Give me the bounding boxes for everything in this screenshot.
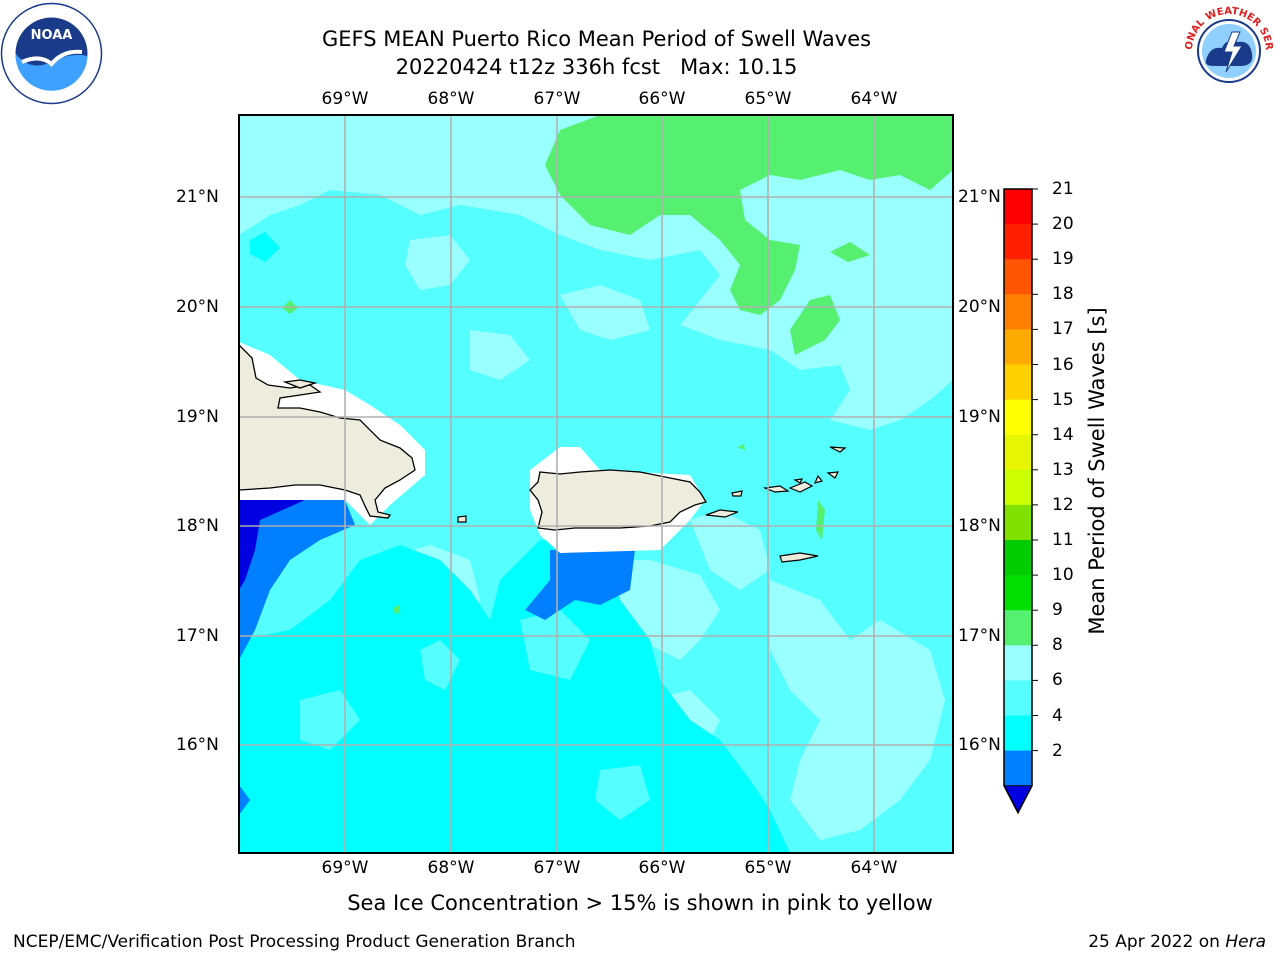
colorbar: [1003, 188, 1038, 815]
lat-label-right: 16°N: [958, 735, 1001, 755]
colorbar-swatch: [1004, 189, 1032, 225]
colorbar-tick-label: 21: [1052, 179, 1074, 199]
colorbar-tick-label: 12: [1052, 494, 1074, 515]
colorbar-swatch: [1004, 294, 1032, 330]
colorbar-tick-label: 8: [1052, 635, 1063, 656]
lon-label-bottom: 66°W: [638, 858, 686, 878]
map-frame: [238, 114, 954, 854]
colorbar-swatch: [1004, 575, 1032, 611]
chart-subtitle: 20220424 t12z 336h fcst Max: 10.15: [395, 55, 798, 79]
colorbar-swatch: [1004, 504, 1032, 541]
lat-label-left: 21°N: [176, 187, 219, 207]
colorbar-tick-label: 15: [1052, 389, 1074, 410]
colorbar-tick-label: 6: [1052, 670, 1063, 691]
lat-label-right: 17°N: [958, 626, 1001, 646]
colorbar-swatch: [1004, 469, 1032, 506]
colorbar-swatch: [1004, 259, 1032, 295]
colorbar-tick-label: 18: [1052, 284, 1074, 305]
svg-text:NOAA: NOAA: [31, 28, 73, 43]
colorbar-swatch: [1004, 329, 1032, 365]
lon-label-bottom: 67°W: [533, 858, 581, 878]
footer-machine: Hera: [1225, 932, 1266, 952]
colorbar-swatch: [1004, 610, 1032, 646]
lon-label-top: 66°W: [638, 89, 686, 109]
colorbar-tick-label: 11: [1052, 530, 1074, 550]
colorbar-swatch: [1004, 715, 1032, 752]
colorbar-tick-label: 9: [1052, 600, 1063, 621]
colorbar-tick-label: 2: [1052, 740, 1063, 761]
colorbar-swatch: [1004, 680, 1032, 716]
lat-label-left: 16°N: [176, 735, 219, 755]
colorbar-tick-label: 4: [1052, 705, 1063, 726]
colorbar-tick-label: 13: [1052, 459, 1074, 480]
period-band-below-2: [239, 500, 305, 590]
colorbar-swatch: [1004, 434, 1032, 471]
lon-label-bottom: 65°W: [744, 858, 792, 878]
colorbar-tick-label: 16: [1052, 354, 1074, 375]
period-band-9-10: [545, 115, 953, 315]
footer-date: 25 Apr 2022 on Hera: [1088, 932, 1266, 952]
lon-label-bottom: 69°W: [321, 858, 369, 878]
sea-ice-note: Sea Ice Concentration > 15% is shown in …: [347, 891, 933, 915]
lat-label-right: 19°N: [958, 407, 1001, 427]
lat-label-left: 19°N: [176, 407, 219, 427]
colorbar-swatch: [1004, 364, 1032, 401]
chart-title: GEFS MEAN Puerto Rico Mean Period of Swe…: [321, 27, 872, 51]
lat-label-left: 17°N: [176, 626, 219, 646]
hispaniola-land: [239, 344, 416, 519]
lat-label-left: 20°N: [176, 297, 219, 317]
lon-label-top: 64°W: [850, 89, 898, 109]
colorbar-tick-label: 19: [1052, 249, 1074, 270]
colorbar-swatch: [1004, 399, 1032, 436]
lat-label-left: 18°N: [176, 516, 219, 536]
colorbar-tick-label: 20: [1052, 214, 1074, 235]
lon-label-top: 67°W: [533, 89, 581, 109]
lon-label-top: 65°W: [744, 89, 792, 109]
colorbar-tick-label: 17: [1052, 319, 1074, 340]
noaa-logo: NOAA: [0, 2, 103, 105]
colorbar-frame: [1003, 188, 1033, 815]
lat-label-right: 21°N: [958, 187, 1001, 207]
lon-label-top: 68°W: [427, 89, 475, 109]
colorbar-tick-label: 14: [1052, 424, 1074, 445]
lat-label-right: 18°N: [958, 516, 1001, 536]
footer-credit: NCEP/EMC/Verification Post Processing Pr…: [13, 932, 576, 952]
colorbar-tick-label: 10: [1052, 565, 1074, 586]
colorbar-swatch: [1004, 645, 1032, 681]
colorbar-label: Mean Period of Swell Waves [s]: [1085, 307, 1109, 635]
period-band-4-6: [239, 540, 790, 853]
colorbar-extend-triangle: [1003, 785, 1033, 814]
colorbar-swatch: [1004, 224, 1032, 260]
footer-date-text: 25 Apr 2022 on: [1088, 932, 1226, 952]
lon-label-bottom: 68°W: [427, 858, 475, 878]
nws-logo: NATIONAL WEATHER SERVICE: [1176, 0, 1278, 100]
colorbar-swatch: [1004, 750, 1032, 787]
map-gridlines: [239, 115, 953, 853]
colorbar-swatch: [1004, 540, 1032, 576]
lat-label-right: 20°N: [958, 297, 1001, 317]
lon-label-bottom: 64°W: [850, 858, 898, 878]
period-band-2-4: [239, 500, 355, 660]
lon-label-top: 69°W: [321, 89, 369, 109]
